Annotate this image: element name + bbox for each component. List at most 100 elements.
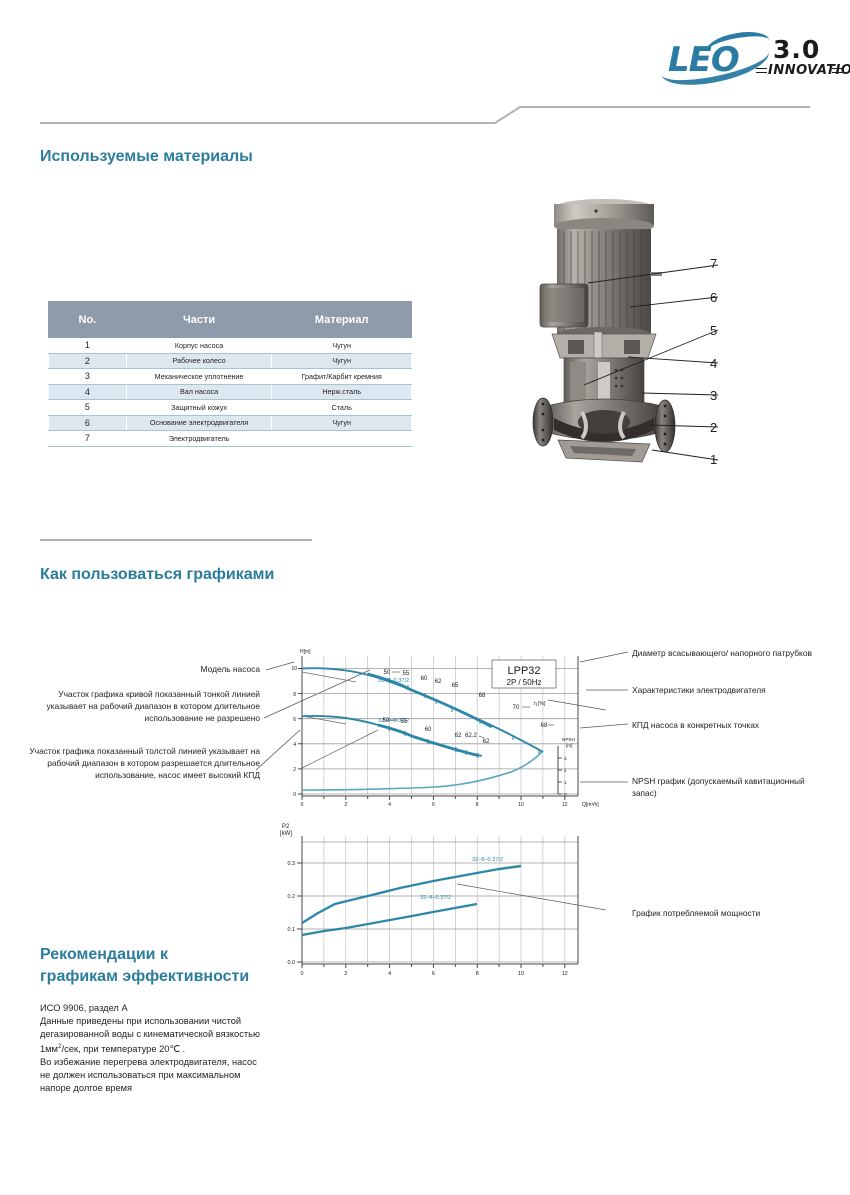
xtick-4: 4 [388,802,391,808]
eff-label-l4: 62.2 [465,733,477,739]
power-xtick-8: 8 [476,971,479,977]
rec-line-4: 1мм2/сек, при температуре 20℃ . [40,1042,300,1056]
ytick-4: 4 [293,742,296,748]
power-xtick-12: 12 [562,971,568,977]
xtick-8: 8 [476,802,479,808]
pump-callout-leaders [583,264,719,461]
table-header-no: No. [48,301,127,338]
power-ytick-1: 0.1 [288,927,296,933]
eff-label-u1: 55 [403,671,410,677]
table-row: 5 Защитный кожух Сталь [48,399,412,416]
eff-label-u7: 68 [541,723,548,729]
rec-line-4-sup: 2 [57,1042,62,1050]
table-row: 4 Вал насоса Нерж.сталь [48,383,412,400]
cell-part: Электродвигатель [125,430,273,447]
cell-part: Рабочее колесо [125,352,273,369]
cell-no: 4 [48,383,127,400]
xtick-12: 12 [562,802,568,808]
curve-label-32-8: 32–8–0.37/2 [378,678,409,684]
curve-head-32-8-working [367,672,493,729]
chart-guide-lines [301,671,379,769]
table-header-part: Части [125,301,273,338]
materials-table: No. Части Материал 1 Корпус насоса Чугун… [48,301,412,447]
cell-part: Вал насоса [125,383,273,400]
eff-label-l0: 50 [383,718,390,724]
power-xtick-10: 10 [518,971,524,977]
eff-label-u6: 70 [513,705,520,711]
logo-dash-left-icon [756,68,767,73]
logo-tagline-text: INNOVATION [768,63,850,78]
cell-material: Графит/Карбит кремния [271,368,412,385]
page-header: LEO 3.0 INNOVATION [0,0,850,124]
ytick-2: 2 [293,767,296,773]
ytick-0: 0 [293,792,296,798]
table-header-material: Материал [271,301,412,338]
table-row: 6 Основание электродвигателя Чугун [48,414,412,431]
annotation-pump-model: Модель насоса [200,664,260,674]
power-chart: 0.0 0.1 0.2 0.3 P2 [kW] 0 2 4 6 8 10 12 … [280,824,606,977]
rec-line-3: дегазированной воды с кинематической вяз… [40,1029,260,1040]
rec-line-7: напоре долгое время [40,1083,133,1094]
cell-no: 7 [48,430,127,447]
curve-power-32-4 [301,902,478,937]
rec-line-4b: /сек, при температуре 20℃ . [61,1043,186,1054]
power-ytick-0: 0.0 [288,960,296,966]
cell-material: Нерж.сталь [271,383,412,400]
cell-material: Чугун [271,414,412,431]
rec-line-1: ИСО 9906, раздел А [40,1003,128,1013]
cell-material: Чугун [271,337,412,354]
xtick-2: 2 [344,802,347,808]
eff-label-u5: 68 [479,693,486,699]
cell-no: 2 [48,352,127,369]
pump-callout-5: 5 [710,323,718,338]
power-chart-gridlines [301,836,566,962]
table-header-row: No. Части Материал [48,301,412,338]
curve-power-32-8 [301,864,522,925]
page-title-charts: Как пользоваться графиками [40,566,275,583]
npsh-axis-label-1: NPSH [562,737,575,742]
eff-label-l2: 60 [425,727,432,733]
y-axis-label: H[m] [300,649,311,655]
annotation-efficiency-points: КПД насоса в конкретных точках [632,720,760,730]
chart-model-title: LPP32 [507,665,540,677]
curve-head-32-4-working [377,723,479,757]
cell-part: Механическое уплотнение [125,368,273,385]
table-row: 7 Электродвигатель [48,430,412,447]
logo-leo-text: LEO [668,40,740,80]
annotation-npsh: NPSH график (допускаемый кавитационный з… [632,776,805,799]
pump-callout-1: 1 [710,452,718,467]
xtick-6: 6 [432,802,435,808]
rec-line-2: Данные приведены при использовании чисто… [40,1016,242,1027]
pump-callout-4: 4 [710,356,718,371]
table-row: 3 Механическое уплотнение Графит/Карбит … [48,368,412,385]
efficiency-axis-label: η [%] [534,701,546,707]
logo-version-text: 3.0 [773,35,821,64]
cell-part: Основание электродвигателя [125,414,273,431]
curve-npsh [301,751,543,791]
annotation-motor-specs: Характеристики электродвигателя [632,685,766,695]
cell-part: Защитный кожух [125,399,273,416]
ytick-8: 8 [293,692,296,698]
power-ytick-3: 0.3 [288,861,296,867]
cell-no: 6 [48,414,127,431]
power-xtick-0: 0 [301,971,304,977]
efficiency-ticks-upper [388,678,540,754]
eff-label-u3: 62 [435,679,442,685]
npsh-tick-2: 2 [564,768,567,773]
brand-logo: LEO 3.0 INNOVATION [657,27,850,94]
rec-line-4a: 1мм [40,1043,58,1054]
xtick-10: 10 [518,802,524,808]
power-xtick-6: 6 [432,971,435,977]
recommendations-title-line1: Рекомендации к [40,946,168,963]
ytick-10: 10 [291,666,297,672]
npsh-tick-1: 1 [564,780,567,785]
page-title-materials: Используемые материалы [40,148,253,165]
eff-label-l5: 62 [483,739,490,745]
annotation-power-chart: График потребляемой мощности [632,908,761,918]
cell-material: Сталь [271,399,412,416]
xtick-0: 0 [301,802,304,808]
charts-section-divider [40,539,312,541]
power-xtick-4: 4 [388,971,391,977]
power-ytick-2: 0.2 [288,894,296,900]
table-row: 2 Рабочее колесо Чугун [48,352,412,369]
